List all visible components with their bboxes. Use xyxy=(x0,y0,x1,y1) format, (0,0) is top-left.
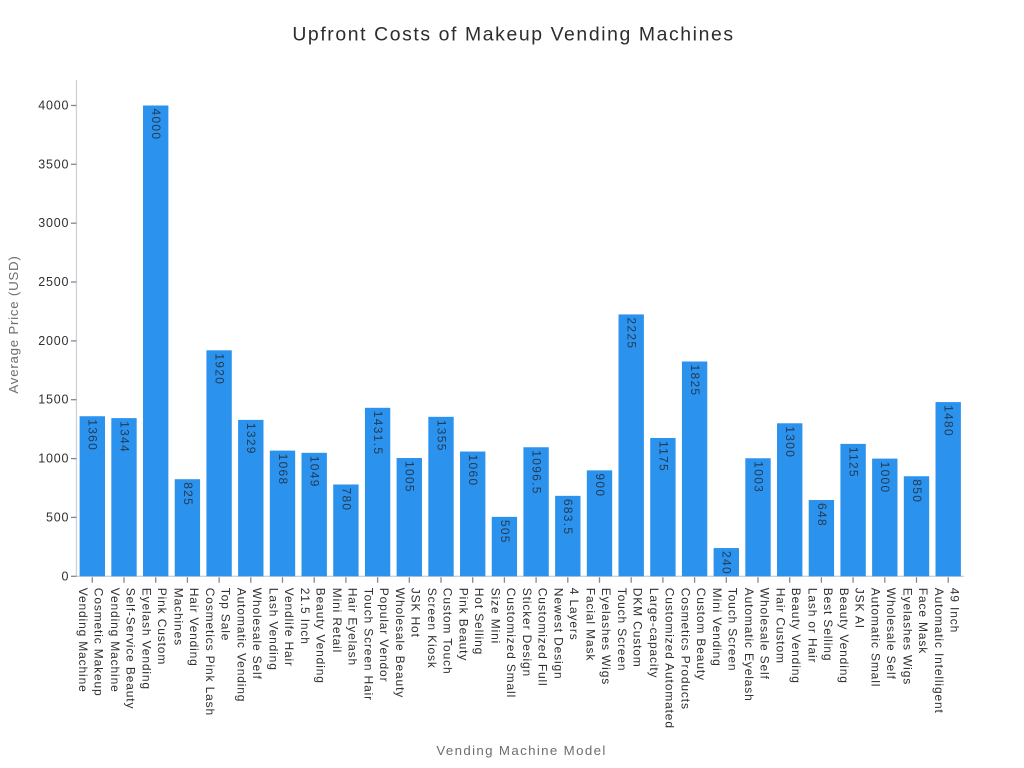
svg-text:4000: 4000 xyxy=(38,99,69,113)
svg-text:Pink CustomEyelash Vending: Pink CustomEyelash Vending xyxy=(140,588,170,690)
svg-text:Custom BeautyCosmetics Product: Custom BeautyCosmetics Products xyxy=(679,588,709,710)
svg-text:2225: 2225 xyxy=(625,317,639,349)
svg-text:49 InchAutomatic Intelligent: 49 InchAutomatic Intelligent xyxy=(932,588,962,714)
svg-text:Best SellingLash or Hair: Best SellingLash or Hair xyxy=(805,588,835,664)
svg-text:3000: 3000 xyxy=(38,216,69,230)
svg-text:Touch ScreenMini Vending: Touch ScreenMini Vending xyxy=(710,588,740,672)
svg-text:850: 850 xyxy=(910,479,924,503)
svg-text:Custom TouchScreen Kiosk: Custom TouchScreen Kiosk xyxy=(425,588,455,675)
svg-text:Wholesale SelfAutomatic Small: Wholesale SelfAutomatic Small xyxy=(869,588,899,687)
svg-text:4 LayersNewest Design: 4 LayersNewest Design xyxy=(552,588,582,680)
svg-text:Top SaleCosmetics Pink Lash: Top SaleCosmetics Pink Lash xyxy=(203,588,233,716)
svg-text:JSK AIBeauty Vending: JSK AIBeauty Vending xyxy=(837,588,867,684)
svg-text:825: 825 xyxy=(181,482,195,506)
svg-text:1360: 1360 xyxy=(86,419,100,451)
svg-text:1825: 1825 xyxy=(688,365,702,397)
svg-text:Face MaskEyelashes Wigs: Face MaskEyelashes Wigs xyxy=(900,588,930,685)
svg-text:1049: 1049 xyxy=(308,456,322,488)
svg-text:Eyelashes WigsFacial Mask: Eyelashes WigsFacial Mask xyxy=(583,588,613,685)
svg-text:1000: 1000 xyxy=(878,462,892,494)
svg-text:Beauty Vending21.5 Inch: Beauty Vending21.5 Inch xyxy=(298,588,328,684)
svg-text:Self-Service BeautyVending Mac: Self-Service BeautyVending Machine xyxy=(108,588,138,710)
svg-text:DKM CustomTouch Screen: DKM CustomTouch Screen xyxy=(615,588,645,672)
svg-text:2500: 2500 xyxy=(38,275,69,289)
svg-text:900: 900 xyxy=(593,473,607,497)
svg-text:Average Price (USD): Average Price (USD) xyxy=(6,255,21,393)
svg-text:1125: 1125 xyxy=(847,447,861,478)
svg-text:1003: 1003 xyxy=(751,461,765,493)
svg-text:1096.5: 1096.5 xyxy=(530,450,544,495)
svg-text:Popular VendorTouch Screen Hai: Popular VendorTouch Screen Hair xyxy=(362,588,392,701)
svg-text:0: 0 xyxy=(61,569,69,583)
svg-text:Beauty VendingHair Custom: Beauty VendingHair Custom xyxy=(774,588,804,684)
svg-text:1068: 1068 xyxy=(276,454,290,486)
svg-text:Cosmetic MakeupVending Machine: Cosmetic MakeupVending Machine xyxy=(76,588,106,697)
svg-text:Wholesale SelfAutomatic Eyelas: Wholesale SelfAutomatic Eyelash xyxy=(742,588,772,702)
svg-text:505: 505 xyxy=(498,520,512,544)
svg-text:1480: 1480 xyxy=(942,405,956,437)
svg-text:Customized SmallSize Mini: Customized SmallSize Mini xyxy=(488,588,518,698)
svg-text:1344: 1344 xyxy=(117,421,131,453)
svg-text:Hair VendingMachines: Hair VendingMachines xyxy=(171,588,201,667)
svg-text:1060: 1060 xyxy=(466,455,480,487)
svg-text:Vendlife HairLash Vending: Vendlife HairLash Vending xyxy=(266,588,296,671)
svg-text:Wholesale SelfAutomatic Vendin: Wholesale SelfAutomatic Vending xyxy=(235,588,264,703)
svg-text:1355: 1355 xyxy=(434,420,448,452)
svg-text:Hot SellingPink Beauty: Hot SellingPink Beauty xyxy=(457,588,487,661)
svg-text:3500: 3500 xyxy=(38,157,69,171)
svg-text:1329: 1329 xyxy=(244,423,258,455)
svg-text:683.5: 683.5 xyxy=(561,499,575,536)
svg-text:1500: 1500 xyxy=(38,393,69,407)
svg-text:4000: 4000 xyxy=(149,109,163,141)
svg-text:1000: 1000 xyxy=(38,452,69,466)
svg-text:2000: 2000 xyxy=(38,334,69,348)
svg-text:240: 240 xyxy=(720,551,734,575)
svg-text:1300: 1300 xyxy=(783,426,797,458)
svg-text:1005: 1005 xyxy=(403,461,417,493)
svg-text:780: 780 xyxy=(339,487,353,511)
svg-text:1175: 1175 xyxy=(656,441,670,472)
svg-text:1431.5: 1431.5 xyxy=(371,411,385,456)
svg-text:1920: 1920 xyxy=(213,353,227,385)
svg-text:Customized FullSticker Design: Customized FullSticker Design xyxy=(520,588,550,687)
svg-text:JSK HotWholesale Beauty: JSK HotWholesale Beauty xyxy=(393,588,423,698)
svg-text:Customized AutomatedLarge-capa: Customized AutomatedLarge-capacity xyxy=(647,588,677,729)
svg-text:648: 648 xyxy=(815,503,829,527)
svg-text:500: 500 xyxy=(46,510,69,524)
svg-text:Upfront Costs of Makeup Vendin: Upfront Costs of Makeup Vending Machines xyxy=(292,24,734,46)
svg-text:Hair EyelashMini Retail: Hair EyelashMini Retail xyxy=(330,588,360,666)
svg-text:Vending Machine Model: Vending Machine Model xyxy=(436,743,606,758)
